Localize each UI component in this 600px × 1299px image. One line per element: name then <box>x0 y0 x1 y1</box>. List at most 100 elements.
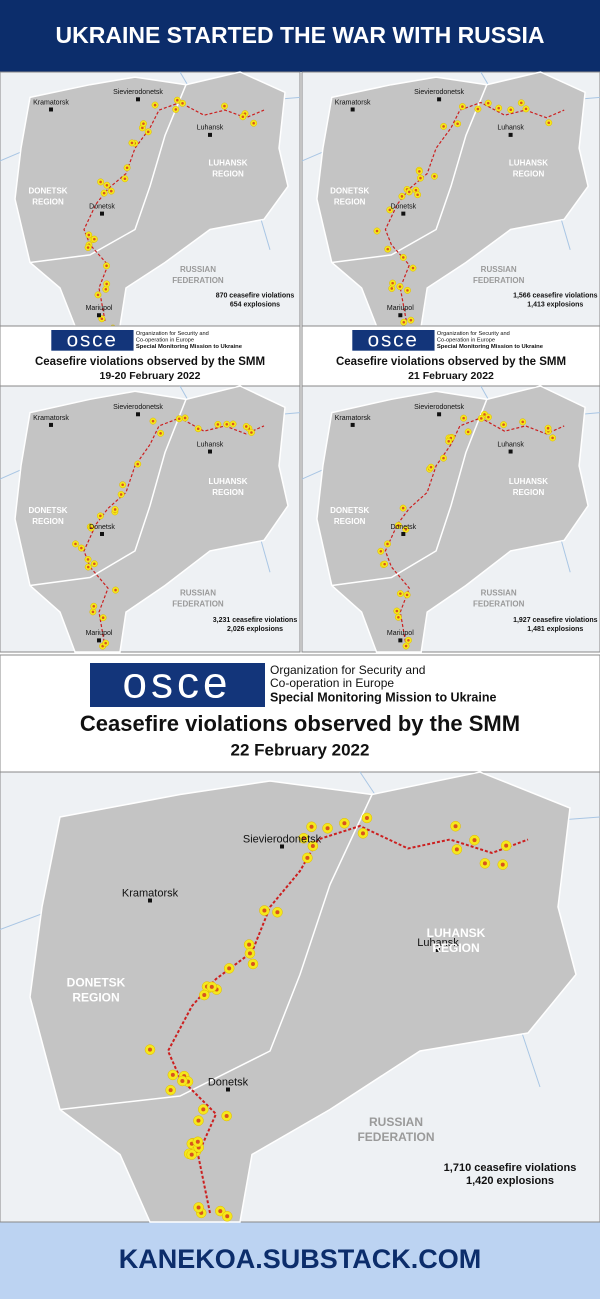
violation-core <box>196 1118 201 1123</box>
violation-core <box>398 285 402 288</box>
violation-core <box>141 126 144 130</box>
map: Sievierodonetsk Kramatorsk Luhansk Donetsk M… <box>301 385 600 653</box>
region-label: FEDERATION <box>172 276 224 285</box>
region-label: DONETSK <box>330 506 369 515</box>
contact-line <box>384 417 565 647</box>
osce-logo <box>352 330 435 351</box>
stat-label: 1,481 explosions <box>527 626 583 633</box>
violation-core <box>309 824 314 829</box>
caption: osce Organization for Security andCo-oper… <box>0 325 301 387</box>
violation-core <box>379 549 383 553</box>
footer-bar <box>0 1222 600 1299</box>
map: Sievierodonetsk Kramatorsk Luhansk Donetsk M… <box>0 385 301 653</box>
violation-core <box>395 609 399 613</box>
city-label: Kramatorsk <box>335 415 371 422</box>
region-label: REGION <box>72 991 119 1005</box>
violation-core <box>121 483 124 487</box>
violation-core <box>96 293 100 297</box>
city-label: Kramatorsk <box>335 99 371 106</box>
region-label: REGION <box>513 170 545 179</box>
violation-core <box>476 107 480 111</box>
violation-core <box>151 419 155 423</box>
city-marker <box>97 638 101 643</box>
violation-core <box>142 122 145 125</box>
violation-core <box>225 1214 230 1219</box>
violation-core <box>216 423 220 426</box>
violation-core <box>388 208 392 212</box>
osce-logo-text: osce <box>67 328 118 351</box>
map: Sievierodonetsk Kramatorsk Luhansk Donetsk L… <box>0 771 600 1223</box>
violation-core <box>196 427 200 431</box>
mission-name: Special Monitoring Mission to Ukraine <box>270 690 496 704</box>
violation-core <box>125 166 129 170</box>
violation-core <box>405 593 409 597</box>
violation-core <box>383 562 386 566</box>
violation-core <box>310 843 315 848</box>
violation-core <box>241 115 245 119</box>
city-marker <box>136 412 140 417</box>
violation-core <box>480 417 483 420</box>
violation-core <box>170 1072 175 1077</box>
region-label: RUSSIAN <box>180 589 216 598</box>
city-marker <box>437 412 442 417</box>
stat-label: 1,927 ceasefire violations <box>513 617 598 624</box>
violation-core <box>547 121 551 125</box>
city-label: Sievierodonetsk <box>414 404 464 411</box>
violation-core <box>462 416 465 420</box>
stat-label: 2,026 explosions <box>227 626 283 633</box>
violation-core <box>364 815 369 820</box>
violation-core <box>104 641 107 645</box>
violation-core <box>209 984 214 989</box>
city-label: Luhansk <box>197 441 224 448</box>
contact-line <box>83 101 265 322</box>
violation-core <box>113 508 117 511</box>
city-label: Luhansk <box>497 441 524 448</box>
violation-core <box>524 107 528 111</box>
stat-label: 654 explosions <box>230 301 280 308</box>
osce-logo <box>90 663 265 707</box>
violation-core <box>105 264 108 268</box>
city-label: Donetsk <box>390 203 416 210</box>
violation-core <box>433 175 436 178</box>
city-marker <box>136 97 140 102</box>
violation-core <box>89 526 93 530</box>
violation-core <box>244 425 248 428</box>
violation-core <box>546 426 550 430</box>
violation-core <box>453 824 458 829</box>
region-label: LUHANSK <box>208 477 247 486</box>
region-label: REGION <box>513 488 545 497</box>
city-label: Kramatorsk <box>33 99 69 106</box>
region-label: FEDERATION <box>172 600 224 609</box>
violation-core <box>407 190 411 194</box>
violation-core <box>181 102 184 105</box>
violation-core <box>87 233 91 237</box>
violation-core <box>397 524 400 527</box>
city-marker <box>49 107 53 112</box>
region-label: DONETSK <box>67 976 126 990</box>
violation-core <box>404 528 408 531</box>
violation-core <box>114 588 117 592</box>
city-marker <box>97 313 101 318</box>
violation-core <box>442 456 445 460</box>
city-marker <box>508 449 513 454</box>
violation-core <box>497 106 500 110</box>
mission-name: Special Monitoring Mission to Ukraine <box>437 344 544 350</box>
caption-box <box>301 325 600 387</box>
stat-label: 3,231 ceasefire violations <box>213 617 298 624</box>
stat-label: 1,420 explosions <box>466 1175 554 1187</box>
violation-core <box>406 289 409 292</box>
osce-logo-text: osce <box>368 328 419 351</box>
caption: osce Organization for Security andCo-oper… <box>301 325 600 387</box>
violation-core <box>456 122 459 126</box>
violation-core <box>202 993 207 998</box>
region-label: DONETSK <box>330 186 369 195</box>
contact-line <box>166 824 529 1214</box>
header-title: UKRAINE STARTED THE WAR WITH RUSSIA <box>56 22 545 48</box>
violation-core <box>409 318 413 322</box>
violation-core <box>250 431 253 434</box>
violation-core <box>195 1139 200 1144</box>
violation-core <box>360 831 365 836</box>
caption: osce Organization for Security andCo-oper… <box>0 654 600 773</box>
violation-core <box>189 1152 194 1157</box>
